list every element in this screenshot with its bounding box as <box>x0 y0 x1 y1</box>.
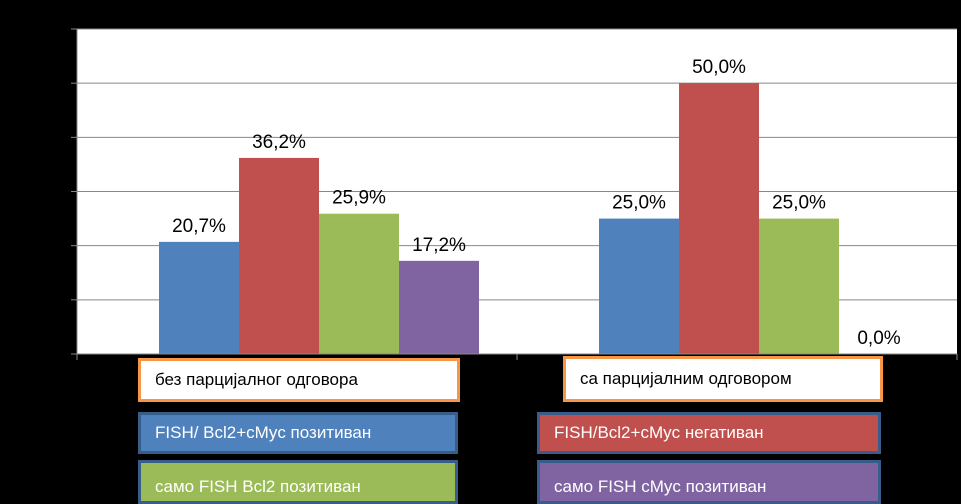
bar-1-2 <box>759 218 839 354</box>
data-label-1-1: 50,0% <box>692 57 746 78</box>
bar-1-1 <box>679 83 759 355</box>
legend-item-0: FISH/ Bcl2+cMyc позитиван <box>138 412 458 454</box>
bar-0-0 <box>159 241 239 354</box>
data-label-1-2: 25,0% <box>772 193 826 214</box>
data-labels: 20,7% 36,2% 25,9% 17,2% 25,0% 50,0% 25,0% 0,0% <box>172 57 901 349</box>
data-label-0-1: 36,2% <box>252 132 306 153</box>
data-label-0-2: 25,9% <box>332 188 386 209</box>
y-axis-ticks <box>71 28 958 360</box>
bars <box>159 83 839 355</box>
bar-0-1 <box>239 157 319 354</box>
legend-item-1: FISH/Bcl2+cMyc негативан <box>537 412 881 454</box>
legend-item-3: само FISH cMyc позитиван <box>537 460 881 504</box>
data-label-0-0: 20,7% <box>172 216 226 237</box>
data-label-1-0: 25,0% <box>612 193 666 214</box>
bar-0-2 <box>319 213 399 354</box>
data-label-0-3: 17,2% <box>412 235 466 256</box>
legend-item-2: само FISH Bcl2 позитиван <box>138 460 458 504</box>
category-label-1: са парцијалним одговором <box>563 356 883 402</box>
bar-1-0 <box>599 218 679 354</box>
category-label-0: без парцијалног одговора <box>138 358 460 402</box>
data-label-1-3: 0,0% <box>857 328 900 349</box>
bar-0-3 <box>399 260 479 354</box>
